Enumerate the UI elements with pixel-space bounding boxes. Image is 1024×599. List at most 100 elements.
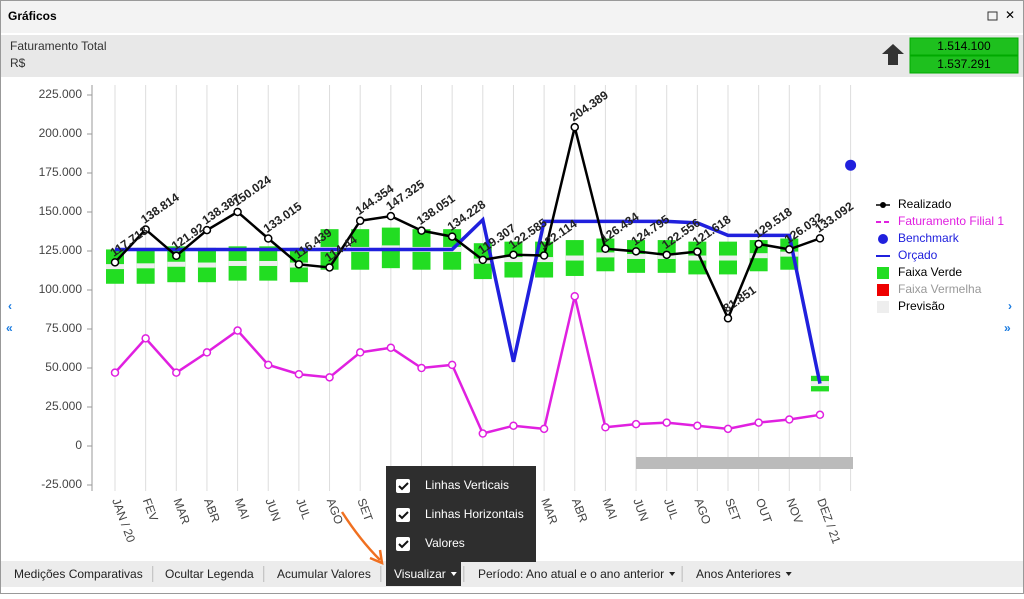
- header-bar: [1, 35, 1023, 77]
- legend-label[interactable]: Faixa Verde: [898, 265, 962, 279]
- point: [447, 232, 457, 241]
- legend-label[interactable]: Faturamento Filial 1: [898, 214, 1004, 228]
- menu-panel: [386, 466, 536, 562]
- previsao-mark: [197, 262, 216, 268]
- toolbar-button[interactable]: Visualizar: [394, 567, 446, 581]
- point: [233, 326, 242, 335]
- y-tick-label: 150.000: [39, 204, 83, 218]
- menu-item[interactable]: Linhas Horizontais: [425, 507, 524, 521]
- legend-label[interactable]: Realizado: [898, 197, 952, 211]
- point: [264, 360, 273, 370]
- point: [325, 373, 334, 382]
- point: [478, 255, 488, 265]
- point: [417, 226, 426, 235]
- menu-item[interactable]: Linhas Verticais: [425, 478, 509, 492]
- y-tick-label: 175.000: [39, 165, 83, 179]
- point: [631, 419, 641, 429]
- last-arrow[interactable]: »: [1004, 321, 1011, 335]
- previsao-mark: [688, 255, 707, 261]
- pointer-arrow-head: [369, 549, 384, 566]
- point: [325, 263, 334, 272]
- checkmark: [398, 482, 409, 491]
- point: [601, 423, 610, 432]
- close-button[interactable]: ✕: [1005, 8, 1015, 22]
- point: [264, 234, 273, 243]
- checkbox[interactable]: [396, 479, 410, 493]
- restore-button[interactable]: [987, 11, 998, 21]
- x-tick-label: MAI: [232, 496, 252, 521]
- checkbox[interactable]: [396, 537, 410, 551]
- point: [570, 291, 579, 301]
- point: [355, 348, 365, 357]
- legend-label[interactable]: Faixa Vermelha: [898, 282, 982, 296]
- legend-label[interactable]: Previsão: [898, 299, 945, 313]
- toolbar-button[interactable]: Período: Ano atual e o ano anterior: [478, 567, 664, 581]
- legend-label[interactable]: Orçado: [898, 248, 938, 262]
- visualizar-active: [386, 562, 461, 586]
- previsao-mark: [167, 261, 186, 267]
- y-tick-label: 125.000: [39, 243, 83, 257]
- previsao-mark: [504, 257, 523, 263]
- point: [202, 348, 212, 357]
- point: [202, 225, 212, 235]
- prev-arrow[interactable]: ‹: [8, 299, 12, 313]
- x-tick-label: JUL: [293, 496, 314, 521]
- point: [509, 250, 518, 260]
- series-line: [114, 295, 821, 435]
- previsao-mark: [627, 253, 646, 259]
- y-tick-label: 50.000: [45, 360, 82, 374]
- header-title: Faturamento Total: [10, 39, 107, 53]
- previsao-mark: [596, 252, 615, 258]
- point: [141, 225, 150, 234]
- point: [141, 334, 150, 343]
- point: [294, 369, 304, 379]
- point: [447, 360, 457, 370]
- point: [754, 239, 763, 249]
- point: [785, 245, 794, 254]
- previsao-mark: [749, 253, 768, 259]
- total-value: 1.514.100: [937, 39, 991, 53]
- checkbox[interactable]: [396, 508, 410, 522]
- y-tick-label: -25.000: [41, 477, 82, 491]
- toolbar-button[interactable]: Anos Anteriores: [696, 567, 781, 581]
- point: [693, 421, 702, 430]
- point: [539, 424, 549, 434]
- y-tick-label: 225.000: [39, 87, 83, 101]
- previsao-mark: [228, 260, 247, 266]
- point: [785, 415, 794, 424]
- point: [662, 250, 671, 260]
- x-tick-label: MAI: [600, 496, 620, 521]
- toolbar-button[interactable]: Acumular Valores: [277, 567, 371, 581]
- toolbar-items: Medições Comparativas Ocultar Legenda Acum…: [14, 562, 792, 586]
- point: [294, 260, 304, 269]
- first-arrow[interactable]: «: [6, 321, 13, 335]
- previsao-mark: [780, 251, 799, 257]
- y-tick-label: 200.000: [39, 126, 83, 140]
- point: [172, 251, 181, 261]
- y-tick-label: 75.000: [45, 321, 82, 335]
- next-arrow[interactable]: ›: [1008, 299, 1012, 313]
- legend-key: [878, 234, 888, 244]
- point: [631, 247, 641, 256]
- point: [417, 363, 426, 373]
- pointer-arrow: [340, 511, 381, 561]
- legend-key: [877, 267, 889, 279]
- toolbar-button[interactable]: Medições Comparativas: [14, 567, 143, 581]
- y-tick-label: 0: [75, 438, 82, 452]
- benchmark-point: [845, 159, 857, 171]
- menu-item[interactable]: Valores: [425, 536, 465, 550]
- legend-key: [877, 301, 889, 313]
- toolbar: [1, 561, 1023, 587]
- point: [386, 343, 396, 352]
- legend-label[interactable]: Benchmark: [898, 231, 960, 245]
- x-tick-label: JUL: [661, 496, 682, 521]
- point: [539, 251, 549, 260]
- point: [693, 247, 702, 256]
- previsao-mark: [719, 255, 737, 261]
- point: [355, 216, 365, 226]
- dropdown-caret: [785, 572, 792, 576]
- toolbar-button[interactable]: Ocultar Legenda: [165, 567, 254, 581]
- point: [754, 418, 763, 427]
- total-value: 1.537.291: [937, 57, 991, 71]
- title-bar: [1, 1, 1023, 33]
